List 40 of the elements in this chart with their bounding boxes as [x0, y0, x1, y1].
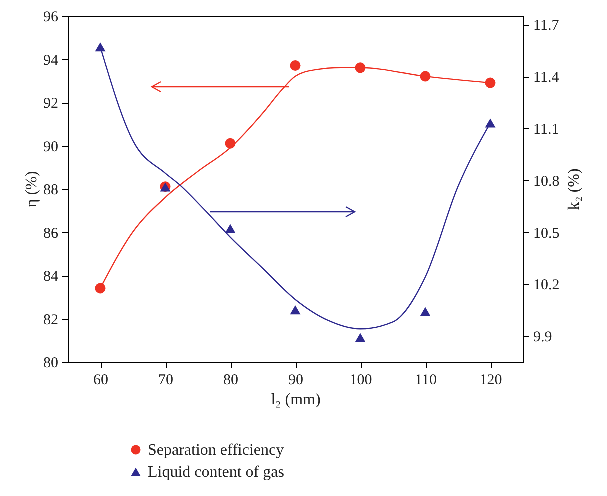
x-tick-label: 110	[415, 372, 437, 388]
point	[225, 138, 236, 149]
y2-tick-label: 10.5	[534, 226, 560, 242]
point	[420, 307, 431, 316]
x-tick-label: 70	[158, 372, 174, 388]
y2-tick-label: 10.8	[534, 174, 560, 190]
x-tick-label: 120	[480, 372, 502, 388]
y-tick-label: 96	[44, 10, 59, 26]
y-tick-label: 86	[44, 226, 59, 242]
point	[355, 333, 366, 342]
point	[225, 224, 236, 234]
point	[355, 62, 366, 74]
y2-tick-label: 11.1	[534, 122, 560, 138]
point	[485, 78, 496, 88]
y2-tick-label: 11.7	[534, 18, 560, 34]
point	[95, 283, 106, 294]
y-tick-label: 90	[44, 139, 58, 156]
y-tick-label: 80	[44, 356, 58, 372]
point	[290, 306, 301, 315]
y-tick-label: 82	[44, 312, 58, 328]
x-tick-label: 90	[288, 372, 304, 388]
y-axis-title: η (%)	[24, 171, 40, 208]
legend-label: Liquid content of gas	[148, 464, 284, 481]
y-tick-label: 84	[44, 269, 59, 285]
point	[290, 60, 301, 71]
x-tick-label: 80	[224, 372, 238, 388]
x-tick-label: 60	[94, 372, 108, 388]
x-tick-label: 100	[350, 372, 372, 388]
y2-tick-label: 10.2	[534, 278, 560, 294]
legend-label: Separation efficiency	[148, 442, 284, 459]
point	[95, 42, 106, 52]
y2-tick-label: 9.9	[534, 330, 552, 346]
y-tick-label: 94	[44, 52, 59, 69]
y-tick-label: 92	[44, 96, 58, 112]
point	[420, 71, 431, 82]
y2-axis-title: k₂ (%)	[566, 168, 583, 210]
y2-tick-label: 11.4	[534, 70, 560, 86]
point	[485, 118, 496, 128]
x-axis-title: l₂ (mm)	[271, 392, 321, 408]
y-tick-label: 88	[44, 182, 58, 198]
